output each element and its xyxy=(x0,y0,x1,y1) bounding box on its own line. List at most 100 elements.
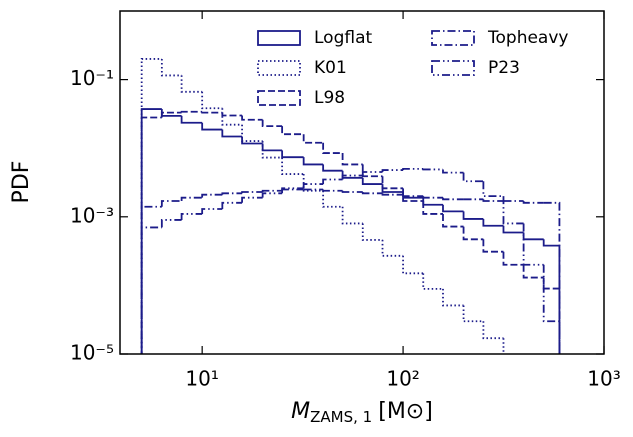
histogram-step xyxy=(160,200,182,207)
histogram-step xyxy=(422,197,443,206)
histogram-step xyxy=(341,153,363,166)
histogram-step xyxy=(381,169,404,172)
y-tick-label: 10⁻⁵ xyxy=(70,341,114,365)
histogram-step xyxy=(201,193,223,198)
histogram-step xyxy=(322,142,343,154)
y-axis-label: PDF xyxy=(9,161,34,204)
histogram-step xyxy=(482,321,504,340)
histogram-step xyxy=(462,305,484,323)
histogram-step xyxy=(302,183,324,189)
histogram-step xyxy=(381,176,404,190)
histogram-step xyxy=(442,169,464,174)
histogram-step xyxy=(522,232,544,241)
histogram-step xyxy=(140,116,162,354)
histogram-step xyxy=(241,115,263,121)
y-tick-label: 10⁻¹ xyxy=(70,66,114,90)
histogram-step xyxy=(241,196,263,203)
histogram-step xyxy=(322,178,343,185)
histogram-step xyxy=(241,191,263,194)
legend-label: Logflat xyxy=(314,28,372,48)
x-axis-label: MZAMS, 1 [M⊙] xyxy=(291,399,433,426)
histogram-step xyxy=(502,196,524,225)
x-label-sub: ZAMS, 1 xyxy=(310,408,372,426)
histogram-step xyxy=(261,189,283,192)
plot-area xyxy=(140,58,561,387)
histogram-step xyxy=(381,193,404,196)
legend-swatch xyxy=(257,30,301,46)
histogram-step xyxy=(361,191,383,195)
histogram-step xyxy=(462,211,484,220)
histogram-step xyxy=(201,122,223,131)
x-label-unit: [M⊙] xyxy=(378,399,433,424)
axes-frame xyxy=(119,10,605,355)
histogram-step xyxy=(160,111,182,118)
histogram-step xyxy=(462,226,484,241)
histogram-step xyxy=(322,164,343,172)
histogram-step xyxy=(180,115,203,124)
histogram-step xyxy=(442,197,464,201)
y-tick-label: 10⁻³ xyxy=(70,203,114,227)
histogram-step xyxy=(482,199,504,202)
histogram-step xyxy=(361,164,383,178)
histogram-step xyxy=(281,157,304,175)
histogram-step xyxy=(502,251,524,266)
histogram-step xyxy=(542,264,561,354)
histogram-step xyxy=(544,359,560,387)
histogram-step xyxy=(502,338,524,354)
histogram-step xyxy=(524,355,544,371)
histogram-step xyxy=(422,168,443,171)
histogram-step xyxy=(180,213,203,220)
legend-label: Topheavy xyxy=(487,28,568,48)
histogram-step xyxy=(422,200,443,215)
histogram-step xyxy=(140,226,162,354)
histogram-step xyxy=(361,177,383,185)
histogram-step xyxy=(402,194,424,198)
histogram-step xyxy=(402,255,424,275)
legend-swatch xyxy=(257,90,301,106)
histogram-step xyxy=(241,136,263,145)
histogram-step xyxy=(402,167,424,171)
histogram-step xyxy=(281,126,304,136)
legend-swatch xyxy=(431,60,475,76)
histogram-step xyxy=(361,223,383,241)
histogram-step xyxy=(261,141,283,159)
histogram-step xyxy=(341,206,363,225)
histogram-step xyxy=(221,192,243,195)
histogram-step xyxy=(160,219,182,228)
histogram-step xyxy=(422,273,443,290)
histogram-step xyxy=(522,223,544,266)
histogram-step xyxy=(381,239,404,257)
histogram-step xyxy=(201,111,223,114)
histogram-step xyxy=(341,174,363,180)
histogram-step xyxy=(482,181,504,198)
legend-label: P23 xyxy=(488,58,520,78)
histogram-step xyxy=(422,196,443,199)
legend-label: K01 xyxy=(314,58,347,78)
histogram-step xyxy=(281,150,304,159)
histogram-step xyxy=(201,91,223,110)
histogram-step xyxy=(140,58,162,354)
histogram-step xyxy=(442,288,464,307)
histogram-step xyxy=(261,119,283,127)
legend-swatch xyxy=(431,30,475,46)
histogram-step xyxy=(322,190,343,208)
histogram-step xyxy=(361,171,383,176)
histogram-step xyxy=(281,188,304,191)
histogram-step xyxy=(140,108,162,354)
x-tick-label: 10² xyxy=(386,367,419,391)
histogram-step xyxy=(442,213,464,228)
histogram-step xyxy=(341,190,363,193)
histogram-step xyxy=(482,239,504,253)
histogram-step xyxy=(281,187,304,194)
histogram-step xyxy=(302,134,324,144)
x-label-symbol: M xyxy=(291,399,310,424)
histogram-step xyxy=(322,189,343,192)
histogram-step xyxy=(160,58,182,77)
histogram-step xyxy=(341,170,363,179)
histogram-step xyxy=(543,201,561,354)
legend-swatch xyxy=(257,60,301,76)
histogram-step xyxy=(261,192,283,198)
histogram-step xyxy=(221,108,243,126)
histogram-step xyxy=(522,264,544,279)
